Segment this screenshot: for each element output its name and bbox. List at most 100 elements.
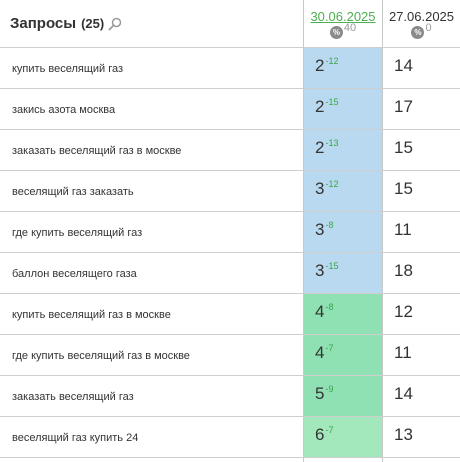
position-delta: -13 (325, 138, 339, 148)
date-link[interactable]: 30.06.2025 (310, 9, 376, 24)
position-cell: 3-12 (304, 171, 382, 212)
table-row[interactable]: где купить веселящий газ в москве 4-7 11 (0, 335, 460, 376)
queries-count: (25) (81, 16, 105, 31)
query-text: купить веселящий газ в москве (12, 308, 171, 321)
position-value: 4-7 (315, 343, 333, 363)
previous-position-cell: 11 (383, 335, 460, 376)
position-cell: 3-8 (304, 212, 382, 253)
table-row[interactable]: веселящий газ заказать 3-12 15 (0, 171, 460, 212)
previous-position-value: 15 (394, 138, 413, 157)
previous-position-value: 13 (394, 425, 413, 444)
row-divider (0, 416, 460, 417)
query-text: заказать веселящий газ (12, 390, 134, 403)
position-cell: 2-12 (304, 48, 382, 89)
position-number: 2 (315, 97, 325, 116)
position-delta: -7 (325, 343, 334, 353)
row-divider (0, 47, 460, 48)
query-text: закись азота москва (12, 103, 116, 116)
previous-position-value: 11 (394, 220, 412, 239)
date-column-2: 27.06.2025 % 0 (383, 0, 460, 47)
previous-position-value: 18 (394, 261, 413, 280)
row-divider (0, 334, 460, 335)
previous-position-value: 14 (394, 56, 413, 75)
position-value: 3-12 (315, 179, 338, 199)
table-row[interactable]: купить веселящий газ 2-12 14 (0, 48, 460, 89)
previous-position-value: 17 (394, 97, 413, 116)
table-row[interactable]: веселящий газ купить 24 6-7 13 (0, 417, 460, 458)
percent-value: 0 (425, 21, 432, 34)
percent-icon: % (411, 26, 425, 39)
table-header: Запросы (25) 30.06.2025 % 40 27.06.2025 … (0, 0, 460, 47)
row-divider (0, 211, 460, 212)
position-value: 3-8 (315, 220, 333, 240)
previous-position-cell: 11 (383, 212, 460, 253)
position-delta: -12 (325, 56, 339, 66)
position-value: 2-12 (315, 56, 338, 76)
table-row[interactable]: где купить веселящий газ 3-8 11 (0, 212, 460, 253)
row-divider (0, 170, 460, 171)
position-delta: -12 (325, 179, 339, 189)
position-number: 3 (315, 261, 325, 280)
previous-position-cell: 15 (383, 171, 460, 212)
row-divider (0, 375, 460, 376)
query-text: веселящий газ купить 24 (12, 431, 139, 444)
previous-position-cell: 14 (383, 48, 460, 89)
table-row[interactable]: заказать веселящий газ 5-9 14 (0, 376, 460, 417)
row-divider (0, 88, 460, 89)
row-divider (0, 457, 460, 458)
table-row[interactable]: закись азота москва 2-15 17 (0, 89, 460, 130)
column-divider (382, 0, 383, 462)
position-number: 4 (315, 343, 325, 362)
percent-icon: % (329, 26, 343, 39)
position-cell: 2-15 (304, 89, 382, 130)
position-cell: 3-15 (304, 253, 382, 294)
position-number: 5 (315, 384, 325, 403)
previous-position-value: 15 (394, 179, 413, 198)
position-cell: 2-13 (304, 130, 382, 171)
date-label: 27.06.2025 (388, 9, 455, 24)
position-value: 3-15 (315, 261, 338, 281)
position-delta: -8 (325, 302, 334, 312)
date-column-1: 30.06.2025 % 40 (304, 0, 382, 47)
query-text: где купить веселящий газ (12, 226, 143, 239)
percent-value: 40 (343, 21, 357, 34)
position-delta: -15 (325, 97, 339, 107)
previous-position-cell: 17 (383, 89, 460, 130)
query-text: баллон веселящего газа (12, 267, 137, 280)
position-number: 6 (315, 425, 325, 444)
position-cell: 4-7 (304, 335, 382, 376)
position-delta: -7 (325, 425, 334, 435)
previous-position-value: 14 (394, 384, 413, 403)
position-delta: -8 (325, 220, 334, 230)
position-value: 2-15 (315, 97, 338, 117)
previous-position-cell: 14 (383, 376, 460, 417)
position-cell: 6-7 (304, 417, 382, 458)
previous-position-cell: 15 (383, 130, 460, 171)
position-delta: -9 (325, 384, 334, 394)
table-row[interactable]: купить веселящий газ в москве 4-8 12 (0, 294, 460, 335)
position-value: 6-7 (315, 425, 333, 445)
previous-position-cell: 13 (383, 417, 460, 458)
queries-title: Запросы (10, 15, 77, 32)
column-divider (303, 0, 304, 462)
position-value: 4-8 (315, 302, 333, 322)
query-text: где купить веселящий газ в москве (12, 349, 190, 362)
search-icon[interactable] (108, 17, 122, 31)
position-number: 3 (315, 220, 325, 239)
query-text: купить веселящий газ (12, 62, 124, 75)
position-value: 2-13 (315, 138, 338, 158)
query-text: заказать веселящий газ в москве (12, 144, 182, 157)
previous-position-cell: 12 (383, 294, 460, 335)
previous-position-value: 11 (394, 343, 412, 362)
position-number: 2 (315, 56, 325, 75)
position-cell: 5-9 (304, 376, 382, 417)
position-delta: -15 (325, 261, 339, 271)
row-divider (0, 129, 460, 130)
table-row[interactable]: баллон веселящего газа 3-15 18 (0, 253, 460, 294)
table-row[interactable]: заказать веселящий газ в москве 2-13 15 (0, 130, 460, 171)
position-value: 5-9 (315, 384, 333, 404)
queries-header: Запросы (25) (10, 15, 122, 32)
row-divider (0, 252, 460, 253)
position-number: 2 (315, 138, 325, 157)
